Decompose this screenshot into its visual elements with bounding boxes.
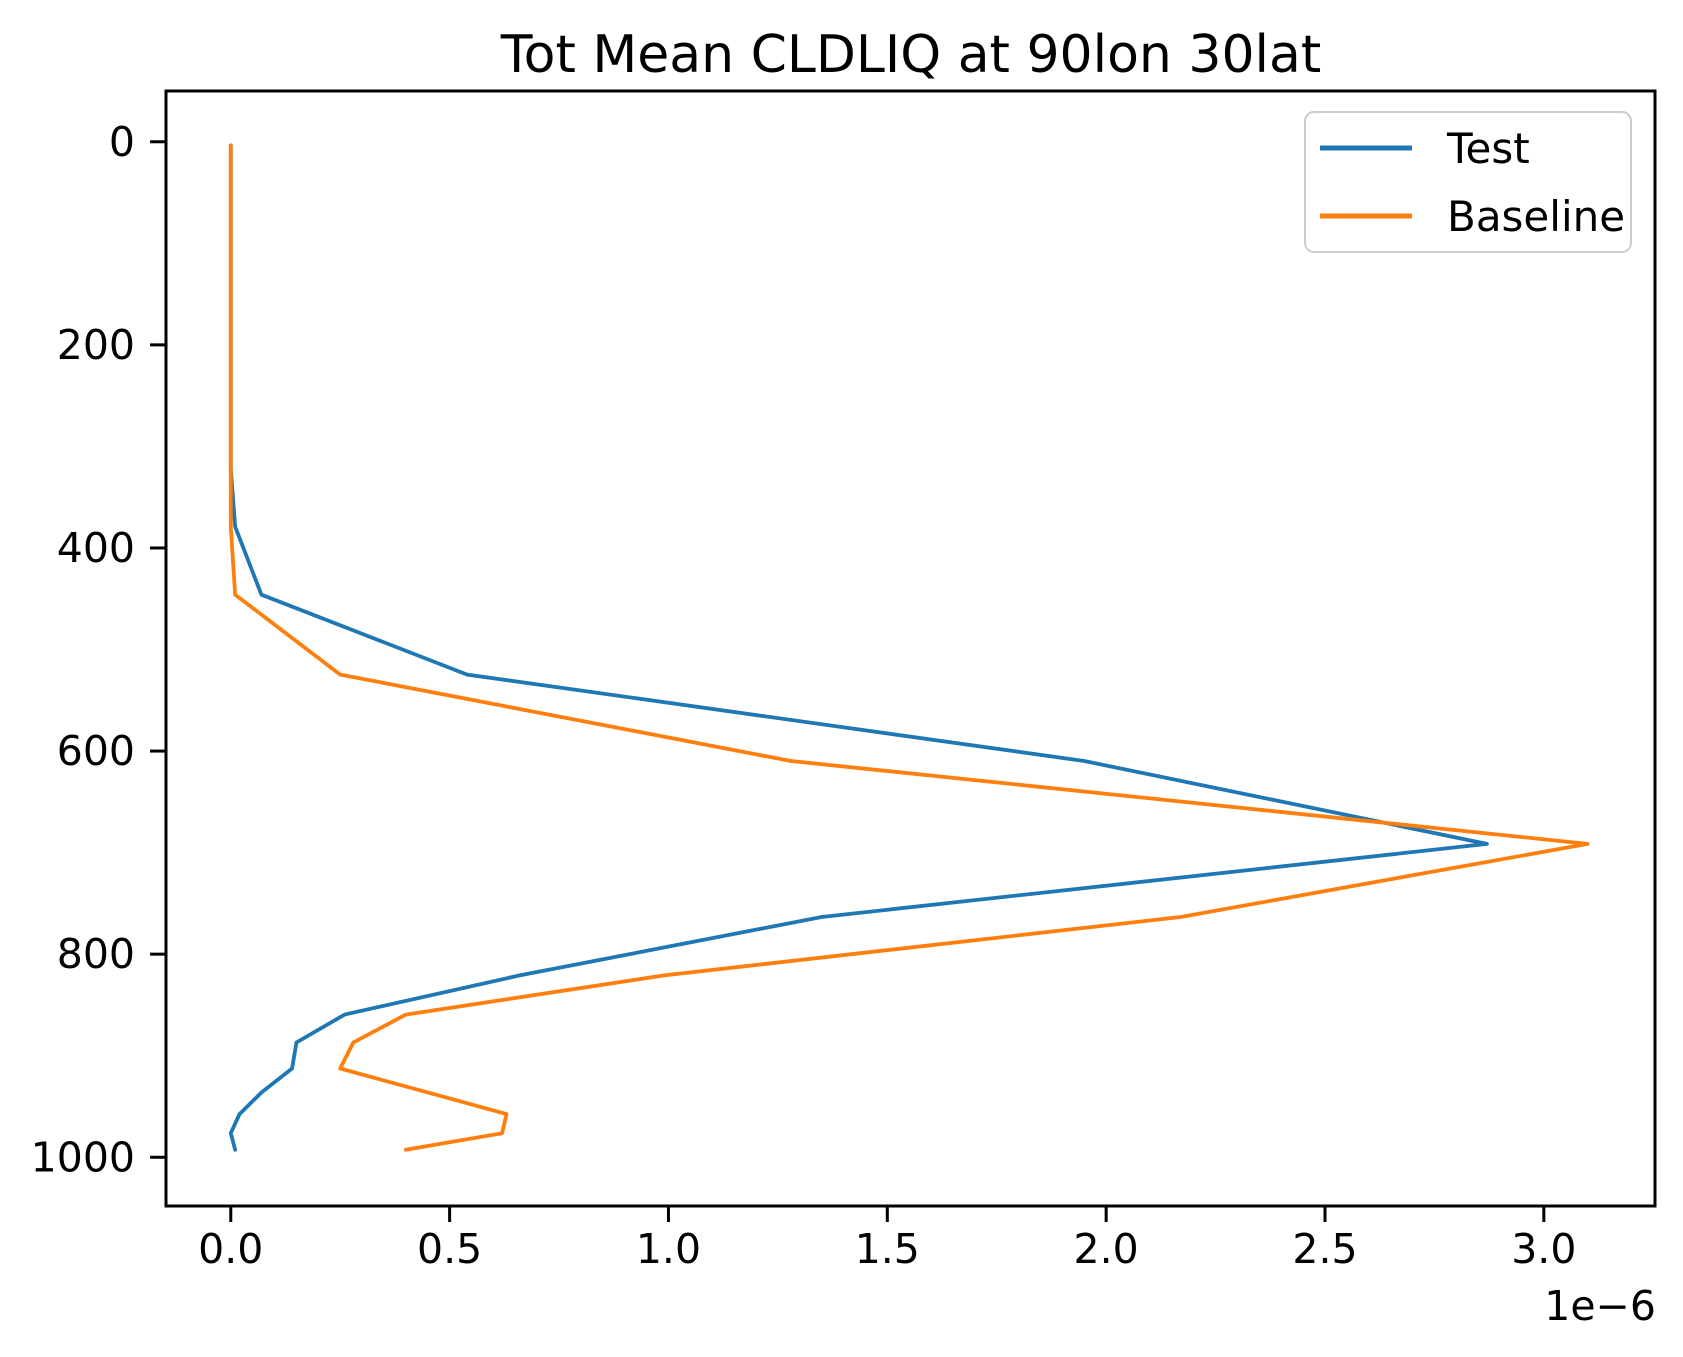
y-tick-label: 0 <box>109 118 135 166</box>
baseline-line <box>228 143 1590 1152</box>
y-tick-label: 400 <box>57 524 135 572</box>
x-tick-label: 2.0 <box>1074 1225 1139 1273</box>
x-tick-label: 3.0 <box>1511 1225 1576 1273</box>
x-tick-label: 1.0 <box>636 1225 701 1273</box>
x-axis-offset-label: 1e−6 <box>1544 1282 1656 1330</box>
y-tick-label: 200 <box>57 321 135 369</box>
y-tick-label: 600 <box>57 727 135 775</box>
y-tick-label: 800 <box>57 930 135 978</box>
legend: Test Baseline <box>1304 111 1632 253</box>
chart-title: Tot Mean CLDLIQ at 90lon 30lat <box>500 25 1322 85</box>
y-tick-label: 1000 <box>31 1133 135 1181</box>
x-tick-label: 0.0 <box>198 1225 263 1273</box>
plot-border <box>164 89 1657 1208</box>
data-series <box>228 143 1590 1152</box>
legend-label-test: Test <box>1446 124 1530 173</box>
axes: 0.0 0.5 1.0 1.5 2.0 2.5 3.0 0 200 400 600 800 1000 <box>31 89 1657 1273</box>
x-tick-label: 2.5 <box>1292 1225 1357 1273</box>
x-tick-label: 0.5 <box>417 1225 482 1273</box>
x-tick-label: 1.5 <box>855 1225 920 1273</box>
legend-label-baseline: Baseline <box>1447 192 1625 241</box>
